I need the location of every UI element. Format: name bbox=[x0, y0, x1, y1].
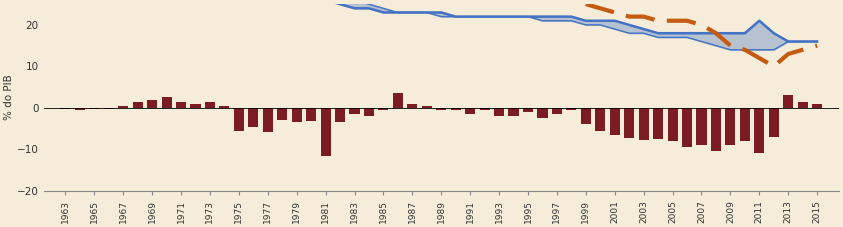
Bar bbox=[682, 108, 692, 147]
Bar bbox=[422, 106, 432, 108]
Bar bbox=[219, 106, 229, 108]
Bar bbox=[754, 108, 765, 153]
Bar bbox=[812, 104, 822, 108]
Bar bbox=[451, 108, 461, 110]
Bar bbox=[104, 108, 114, 109]
Bar bbox=[494, 108, 504, 116]
Bar bbox=[350, 108, 360, 114]
Bar bbox=[537, 108, 547, 118]
Bar bbox=[552, 108, 562, 114]
Bar bbox=[364, 108, 374, 116]
Bar bbox=[508, 108, 518, 116]
Bar bbox=[379, 108, 389, 110]
Bar bbox=[292, 108, 302, 122]
Bar bbox=[407, 104, 417, 108]
Bar bbox=[335, 108, 345, 122]
Bar bbox=[783, 95, 793, 108]
Bar bbox=[234, 108, 244, 131]
Bar bbox=[320, 108, 330, 155]
Bar bbox=[465, 108, 475, 114]
Bar bbox=[566, 108, 577, 110]
Bar bbox=[436, 108, 446, 110]
Bar bbox=[769, 108, 779, 137]
Bar bbox=[624, 108, 634, 138]
Bar bbox=[711, 108, 721, 151]
Bar bbox=[653, 108, 663, 139]
Bar bbox=[89, 108, 99, 109]
Bar bbox=[595, 108, 605, 131]
Bar bbox=[191, 104, 201, 108]
Bar bbox=[609, 108, 620, 135]
Bar bbox=[725, 108, 735, 145]
Bar bbox=[668, 108, 678, 141]
Bar bbox=[480, 108, 490, 110]
Bar bbox=[740, 108, 750, 141]
Bar bbox=[118, 106, 128, 108]
Bar bbox=[696, 108, 706, 145]
Bar bbox=[797, 102, 808, 108]
Bar bbox=[639, 108, 649, 140]
Bar bbox=[263, 108, 273, 132]
Y-axis label: % do PIB: % do PIB bbox=[4, 75, 14, 120]
Bar bbox=[147, 100, 157, 108]
Bar bbox=[162, 97, 172, 108]
Bar bbox=[248, 108, 258, 126]
Bar bbox=[277, 108, 287, 120]
Bar bbox=[132, 102, 142, 108]
Bar bbox=[306, 108, 316, 121]
Bar bbox=[75, 108, 85, 110]
Bar bbox=[523, 108, 533, 112]
Bar bbox=[581, 108, 591, 124]
Bar bbox=[176, 102, 186, 108]
Bar bbox=[393, 93, 403, 108]
Bar bbox=[61, 108, 71, 109]
Bar bbox=[205, 102, 215, 108]
